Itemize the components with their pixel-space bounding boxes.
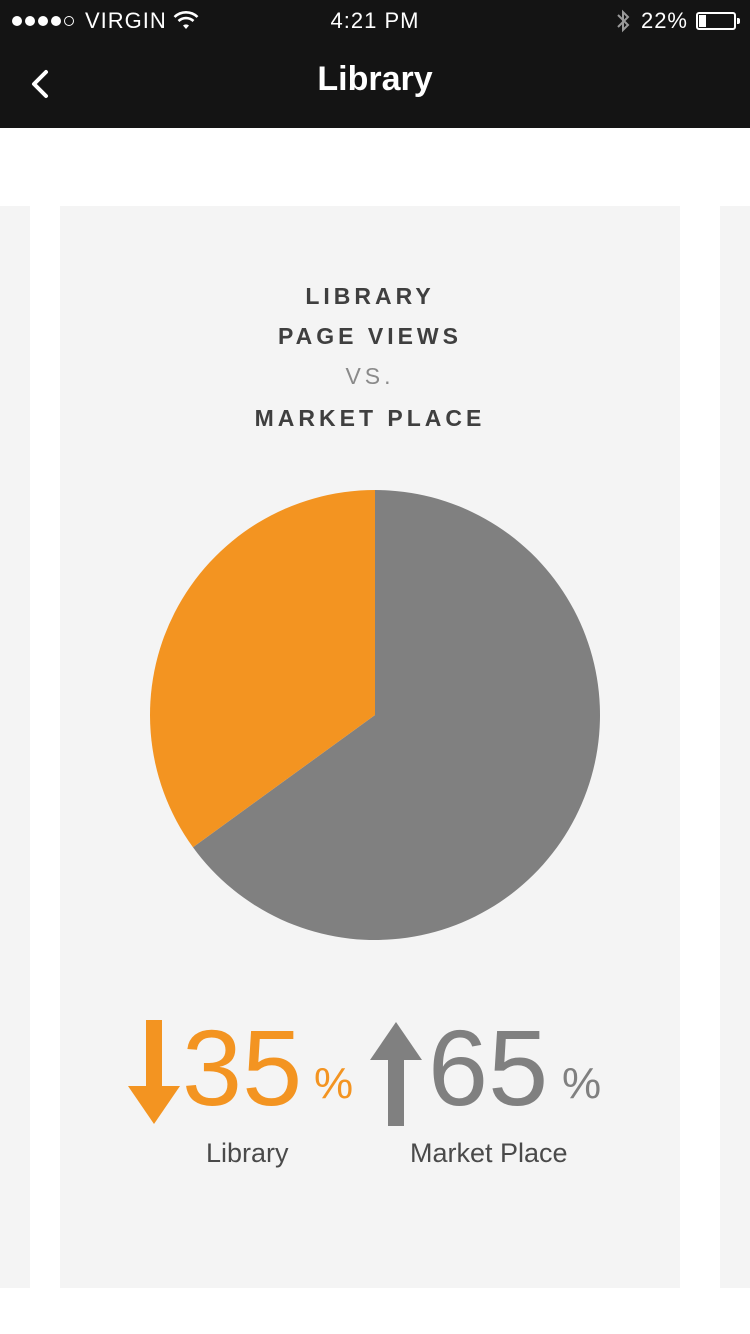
chevron-left-icon <box>32 70 48 98</box>
nav-bar: Library <box>0 40 750 128</box>
pie-slice-library <box>150 490 375 848</box>
library-stat: 35 % Library <box>126 1008 366 1180</box>
wifi-icon <box>173 11 199 29</box>
status-left: VIRGIN <box>12 8 199 34</box>
market-stat: 65 % Market Place <box>368 1008 618 1180</box>
stats-card: LIBRARY PAGE VIEWS VS. MARKET PLACE 35 %… <box>60 206 680 1288</box>
bluetooth-icon <box>617 9 630 33</box>
status-bar: VIRGIN 4:21 PM 22% <box>0 0 750 40</box>
pie-chart <box>150 490 600 940</box>
market-percent-sign: % <box>562 1059 602 1108</box>
battery-percent: 22% <box>640 8 688 33</box>
carrier-name: VIRGIN <box>85 8 167 33</box>
library-label: Library <box>206 1138 289 1168</box>
library-percent-sign: % <box>314 1059 354 1108</box>
market-percent-value: 65 <box>428 1007 549 1128</box>
library-percent-value: 35 <box>182 1007 303 1128</box>
signal-dots-icon <box>12 16 77 26</box>
card-heading-page-views: PAGE VIEWS <box>278 323 462 349</box>
arrow-down-icon <box>128 1020 180 1124</box>
status-time: 4:21 PM <box>330 8 420 33</box>
card-heading-library: LIBRARY <box>305 283 435 309</box>
market-label: Market Place <box>410 1138 568 1168</box>
page-title: Library <box>317 60 433 98</box>
battery-fill <box>699 15 706 27</box>
previous-card-peek[interactable] <box>0 206 30 1288</box>
arrow-up-icon <box>370 1022 422 1126</box>
battery-icon <box>696 12 740 30</box>
back-button[interactable] <box>22 62 62 106</box>
pie-slice-market-place <box>192 490 600 940</box>
card-heading-market-place: MARKET PLACE <box>254 405 486 431</box>
top-bar: VIRGIN 4:21 PM 22% Library <box>0 0 750 128</box>
next-card-peek[interactable] <box>720 206 750 1288</box>
card-heading-vs: VS. <box>345 363 395 389</box>
status-right: 22% <box>615 8 740 34</box>
